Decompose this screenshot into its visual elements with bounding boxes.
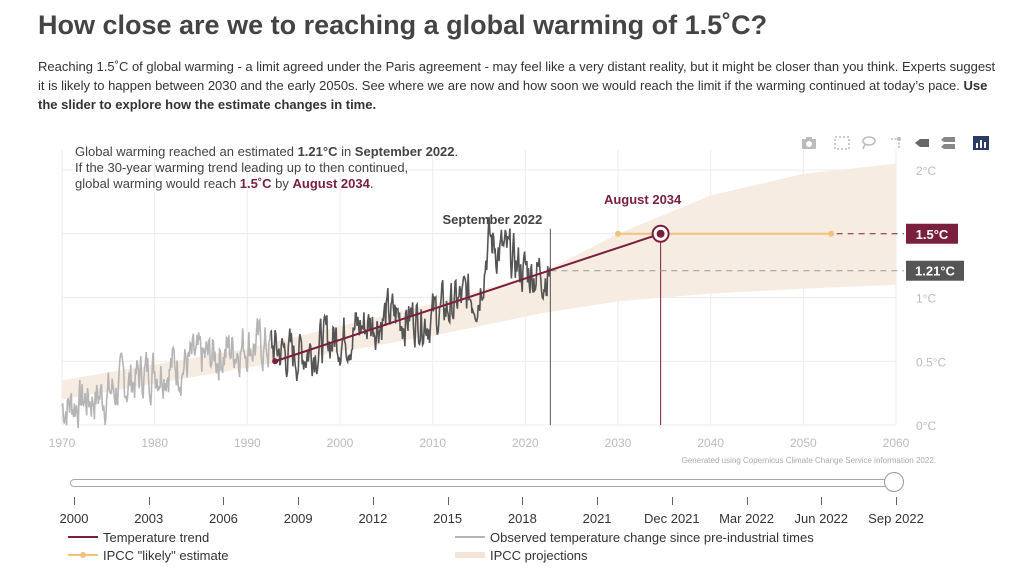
slider-tick-mark xyxy=(671,497,673,505)
slider-tick-label[interactable]: 2003 xyxy=(134,511,164,526)
slider-track[interactable] xyxy=(70,479,898,487)
target-value-label: 1.5°C xyxy=(916,227,949,242)
slider-tick-mark xyxy=(821,497,823,505)
slider-tick-label[interactable]: Mar 2022 xyxy=(719,511,774,526)
current-value-badge xyxy=(906,260,964,281)
hover-compare-icon[interactable] xyxy=(939,135,957,151)
target-point[interactable] xyxy=(656,229,665,238)
slider-tick-mark xyxy=(223,497,225,505)
x-tick-label: 2010 xyxy=(419,436,446,450)
slider-tick-mark xyxy=(74,497,75,505)
target-value-badge xyxy=(906,223,958,244)
intro-text: Reaching 1.5˚C of global warming - a lim… xyxy=(38,57,998,114)
ipcc-projection-band xyxy=(62,163,896,400)
slider-tick-mark xyxy=(896,497,897,505)
legend-trend-swatch xyxy=(68,536,98,538)
time-slider[interactable] xyxy=(70,472,905,493)
legend-likely-label[interactable]: IPCC "likely" estimate xyxy=(103,548,229,563)
hover-closest-icon[interactable] xyxy=(913,135,931,151)
y-tick-label: 0°C xyxy=(916,419,936,433)
temperature-trend-start-point xyxy=(272,358,279,365)
plotly-logo-icon[interactable] xyxy=(972,135,990,151)
x-tick-label: 2030 xyxy=(605,436,632,450)
legend-observed-swatch xyxy=(455,536,485,538)
slider-tick-mark xyxy=(522,497,524,505)
legend-projections-label[interactable]: IPCC projections xyxy=(490,548,588,563)
x-tick-label: 2060 xyxy=(883,436,910,450)
x-tick-label: 2040 xyxy=(697,436,724,450)
slider-thumb[interactable] xyxy=(884,472,904,492)
x-tick-label: 2020 xyxy=(512,436,539,450)
slider-tick-label[interactable]: 2006 xyxy=(208,511,238,526)
spike-lines-icon[interactable] xyxy=(887,135,905,151)
slider-tick-mark xyxy=(597,497,599,505)
target-date-label: August 2034 xyxy=(604,192,682,207)
y-tick-label: 2°C xyxy=(916,164,936,178)
x-tick-label: 1970 xyxy=(49,436,76,450)
camera-icon[interactable] xyxy=(800,135,818,151)
observed-series-early xyxy=(61,317,272,429)
slider-tick-label[interactable]: 2000 xyxy=(59,511,89,526)
slider-tick-mark xyxy=(447,497,449,505)
slider-tick-mark xyxy=(372,497,374,505)
current-date-label: September 2022 xyxy=(442,212,542,227)
legend-observed-label[interactable]: Observed temperature change since pre-in… xyxy=(490,530,814,545)
warming-chart[interactable]: 1970 1980 1990 2000 2010 2020 2030 2040 2050 2060… xyxy=(0,130,1024,470)
ipcc-likely-estimate-start xyxy=(615,230,621,237)
chart-toolbar xyxy=(800,135,990,153)
annotation-line-2: If the 30-year warming trend leading up … xyxy=(75,160,408,175)
x-axis-ticks: 1970 1980 1990 2000 2010 2020 2030 2040 2050 2060 xyxy=(49,436,910,450)
chart-legend: Temperature trend IPCC "likely" estimate… xyxy=(0,528,1024,574)
y-tick-label: 1°C xyxy=(916,292,936,306)
intro-body: Reaching 1.5˚C of global warming - a lim… xyxy=(38,59,996,93)
slider-tick-label[interactable]: 2018 xyxy=(507,511,537,526)
slider-tick-label[interactable]: 2015 xyxy=(433,511,463,526)
slider-tick-label[interactable]: Sep 2022 xyxy=(868,511,924,526)
data-credit: Generated using Copernicus Climate Chang… xyxy=(682,456,936,465)
x-tick-label: 2000 xyxy=(327,436,354,450)
page-title: How close are we to reaching a global wa… xyxy=(38,10,768,40)
x-tick-label: 1980 xyxy=(141,436,168,450)
annotation-line-1: Global warming reached an estimated 1.21… xyxy=(75,144,458,159)
y-tick-label: 0.5°C xyxy=(916,355,946,369)
slider-tick-mark xyxy=(746,497,748,505)
x-tick-label: 2050 xyxy=(790,436,817,450)
box-select-icon[interactable] xyxy=(833,135,851,151)
slider-tick-label[interactable]: Jun 2022 xyxy=(794,511,849,526)
legend-projections-swatch xyxy=(455,552,485,558)
legend-likely-swatch xyxy=(68,552,98,558)
intro-instruction: Use the slider to explore how the estima… xyxy=(38,78,988,112)
slider-tick-mark xyxy=(148,497,150,505)
legend-trend-label[interactable]: Temperature trend xyxy=(103,530,210,545)
temperature-trend-line xyxy=(274,232,661,363)
x-tick-label: 1990 xyxy=(234,436,261,450)
lasso-icon[interactable] xyxy=(859,135,877,151)
annotation-line-3: global warming would reach 1.5˚C by Augu… xyxy=(75,176,373,191)
slider-tick-mark xyxy=(298,497,300,505)
slider-tick-labels: 2000 2003 2006 2009 2012 2015 2018 2021 Dec 2021… xyxy=(0,497,1024,527)
slider-tick-label[interactable]: 2012 xyxy=(358,511,388,526)
slider-tick-label[interactable]: 2009 xyxy=(283,511,313,526)
observed-series xyxy=(61,216,551,429)
y-axis-ticks: 0°C 0.5°C 1°C 2°C xyxy=(916,164,946,433)
observed-series-recent xyxy=(269,216,551,382)
slider-tick-label[interactable]: Dec 2021 xyxy=(643,511,700,526)
current-value-label: 1.21°C xyxy=(915,264,956,279)
ipcc-likely-estimate-end xyxy=(828,230,835,237)
slider-tick-label[interactable]: 2021 xyxy=(582,511,612,526)
